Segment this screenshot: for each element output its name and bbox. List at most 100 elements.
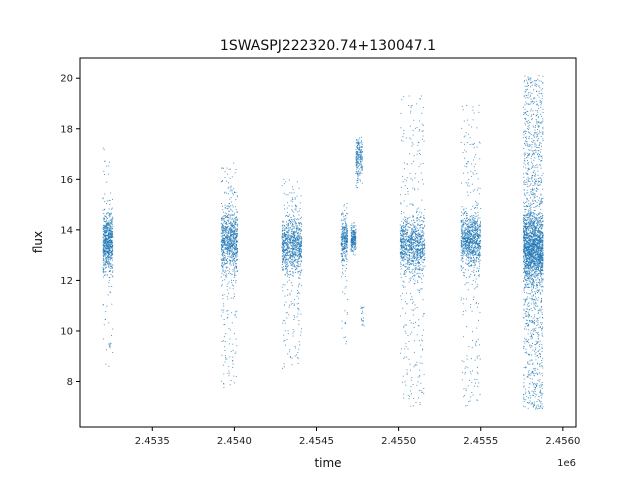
- data-point: [291, 244, 293, 246]
- data-point: [406, 163, 408, 165]
- data-point: [407, 268, 409, 270]
- data-point: [292, 225, 294, 227]
- data-point: [236, 259, 238, 261]
- data-point: [110, 233, 112, 235]
- data-point: [231, 284, 233, 286]
- data-point: [471, 244, 473, 246]
- data-point: [420, 264, 422, 265]
- data-point: [287, 289, 289, 291]
- data-point: [285, 243, 287, 244]
- data-point: [463, 247, 465, 249]
- data-point: [295, 223, 297, 225]
- data-point: [403, 168, 405, 170]
- data-point: [423, 183, 424, 185]
- data-point: [285, 344, 286, 346]
- data-point: [224, 262, 226, 264]
- data-point: [109, 345, 111, 347]
- data-point: [106, 305, 108, 307]
- data-point: [416, 248, 418, 250]
- data-point: [233, 212, 235, 214]
- data-point: [470, 221, 472, 223]
- data-point: [103, 225, 105, 227]
- data-point: [281, 251, 283, 252]
- data-point: [356, 174, 358, 176]
- data-point: [296, 195, 298, 197]
- data-point: [283, 340, 285, 342]
- data-point: [411, 234, 413, 236]
- data-point: [283, 366, 285, 368]
- data-point: [290, 227, 291, 229]
- data-point: [341, 223, 343, 225]
- data-point: [298, 248, 300, 250]
- data-point: [282, 367, 284, 369]
- data-point: [472, 225, 474, 227]
- data-point: [407, 266, 409, 268]
- data-point: [412, 314, 414, 316]
- data-point: [110, 237, 112, 239]
- data-point: [471, 175, 472, 177]
- data-point: [287, 245, 289, 247]
- data-point: [407, 259, 409, 261]
- data-point: [478, 104, 480, 106]
- data-point: [417, 238, 419, 240]
- data-point: [226, 216, 228, 218]
- data-point: [225, 231, 227, 233]
- data-point: [287, 211, 288, 213]
- data-point: [418, 256, 420, 258]
- data-point: [111, 253, 113, 255]
- data-point: [360, 146, 362, 147]
- data-point: [220, 276, 222, 278]
- data-point: [343, 259, 345, 261]
- data-point: [296, 232, 298, 234]
- data-point: [423, 388, 425, 389]
- data-point: [461, 269, 462, 271]
- data-point: [282, 234, 284, 236]
- data-point: [298, 233, 300, 235]
- data-point: [228, 210, 229, 212]
- data-point: [224, 243, 226, 245]
- data-point: [461, 229, 463, 231]
- data-point: [413, 326, 415, 328]
- data-point: [287, 253, 289, 255]
- data-point: [341, 232, 343, 234]
- data-point: [298, 237, 300, 239]
- data-point: [110, 221, 112, 223]
- data-point: [477, 245, 479, 246]
- data-point: [109, 344, 111, 345]
- data-point: [291, 205, 293, 207]
- data-point: [284, 273, 286, 275]
- data-point: [103, 239, 105, 241]
- data-point: [292, 245, 294, 247]
- data-point: [411, 236, 413, 238]
- data-point: [409, 247, 410, 249]
- data-point: [411, 233, 413, 235]
- data-point: [461, 232, 463, 234]
- data-point: [350, 243, 352, 245]
- data-point: [107, 212, 109, 214]
- data-point: [297, 258, 299, 260]
- data-point: [226, 241, 228, 243]
- data-point: [290, 216, 292, 218]
- data-point: [401, 225, 403, 227]
- data-point: [465, 235, 467, 237]
- data-point: [221, 181, 223, 182]
- data-point: [417, 224, 419, 226]
- data-point: [231, 279, 232, 281]
- data-point: [286, 215, 287, 216]
- data-point: [298, 248, 300, 250]
- data-point: [418, 258, 420, 260]
- data-point: [283, 248, 285, 250]
- data-point: [296, 261, 298, 263]
- data-point: [360, 161, 361, 163]
- data-point: [103, 250, 105, 252]
- data-point: [357, 155, 359, 157]
- data-point: [404, 224, 406, 226]
- data-point: [296, 252, 298, 254]
- data-point: [293, 215, 294, 217]
- data-point: [464, 248, 466, 250]
- data-point: [230, 240, 232, 242]
- data-point: [229, 262, 231, 264]
- data-point: [293, 232, 294, 234]
- data-point: [286, 248, 288, 250]
- data-point: [342, 268, 344, 270]
